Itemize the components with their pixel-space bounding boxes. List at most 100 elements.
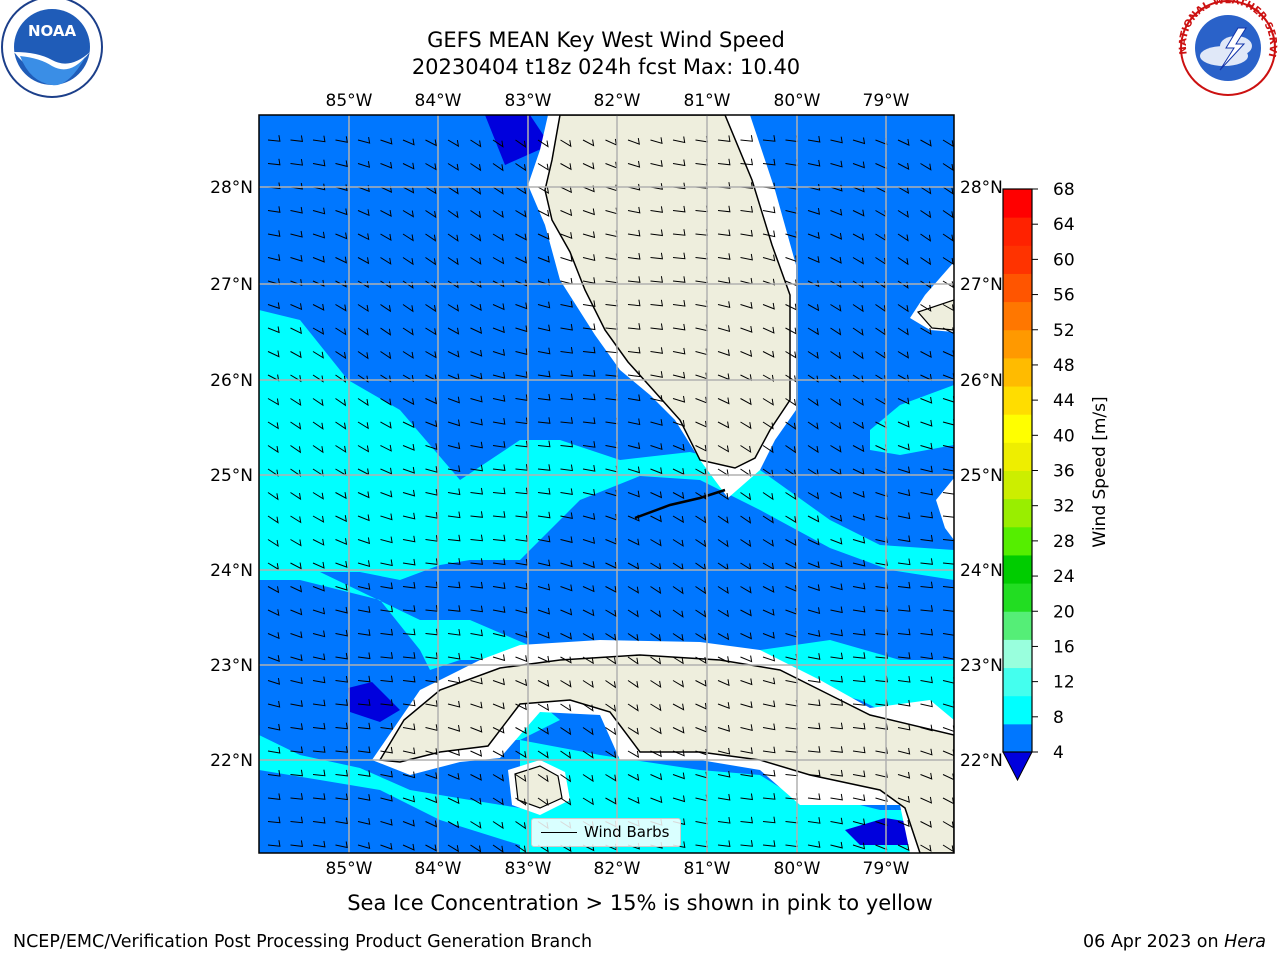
wind-barb (897, 844, 910, 852)
wind-barb (852, 818, 866, 826)
wind-barb (312, 793, 326, 800)
wind-barb (357, 652, 371, 660)
wind-barb (290, 374, 302, 383)
wind-barb (582, 441, 596, 448)
wind-barb (897, 257, 909, 266)
wind-barb (920, 652, 934, 660)
wind-barb (447, 558, 461, 565)
wind-barb (290, 279, 303, 286)
wind-barb (920, 442, 933, 450)
wind-barb (852, 605, 866, 613)
wind-barb (807, 607, 821, 614)
lat-label-right: 28°N (960, 178, 1003, 198)
wind-barb (447, 139, 460, 148)
wind-barb (515, 348, 528, 356)
wind-barb (650, 229, 664, 237)
wind-barb (380, 794, 393, 802)
wind-barb (650, 347, 664, 354)
wind-barb (717, 229, 731, 237)
wind-barb (582, 656, 594, 665)
wind-barb (357, 770, 371, 777)
colorbar-segment (1003, 414, 1032, 443)
wind-barb (380, 559, 393, 567)
wind-barb (852, 445, 865, 453)
wind-barb (672, 586, 684, 595)
wind-barb (492, 395, 506, 402)
wind-barb (920, 511, 934, 519)
wind-barb (627, 418, 641, 426)
wind-barb (650, 796, 663, 804)
chart-title: GEFS MEAN Key West Wind Speed (427, 28, 785, 52)
wind-barb (537, 186, 550, 194)
wind-barb (897, 723, 911, 731)
wind-barb (402, 819, 415, 827)
wind-barb (672, 300, 686, 307)
wind-barb (335, 793, 349, 801)
wind-barb (335, 583, 348, 591)
colorbar-tick-label: 60 (1053, 250, 1075, 270)
wind-barb (357, 629, 371, 636)
wind-barb (492, 774, 504, 782)
wind-barb (492, 582, 506, 590)
wind-barb (312, 421, 324, 430)
wind-barb (650, 727, 662, 735)
wind-barb (290, 159, 304, 166)
svg-text:NATIONAL WEATHER SERVICE: NATIONAL WEATHER SERVICE (0, 0, 1278, 58)
wind-barb (830, 560, 843, 568)
wind-barb (357, 514, 370, 522)
wind-barb (897, 304, 909, 313)
wind-barb (425, 139, 437, 147)
colorbar-tick-label: 40 (1053, 426, 1075, 446)
wind-barb (605, 680, 617, 689)
wind-barb (560, 774, 572, 783)
wind-barb (762, 302, 775, 310)
colorbar-tick-label: 64 (1053, 215, 1075, 235)
wind-barb (807, 208, 821, 215)
wind-barb (357, 374, 369, 383)
wind-barb (717, 770, 731, 778)
wind-barb (515, 631, 528, 638)
lon-label-top: 83°W (505, 91, 552, 111)
wind-barb (290, 468, 302, 477)
colorbar-segment (1003, 329, 1032, 359)
wind-barb (762, 158, 776, 166)
wind-barb (515, 186, 527, 195)
wind-barb (807, 159, 821, 167)
wind-barb (537, 370, 551, 378)
wind-barb (447, 210, 459, 219)
wind-barb (335, 538, 348, 546)
wind-barb (582, 370, 596, 377)
wind-barb (312, 538, 325, 546)
wind-barb (920, 605, 934, 612)
wind-barb (605, 774, 617, 782)
wind-barb (537, 232, 550, 240)
wind-barb (312, 746, 326, 753)
wind-barb (425, 327, 437, 336)
wind-barb (650, 633, 662, 642)
colorbar-tick-label: 68 (1053, 180, 1075, 200)
wind-barb (717, 158, 731, 166)
wind-barb (627, 562, 640, 570)
wind-barb (807, 584, 820, 592)
wind-barb (740, 609, 752, 617)
wind-barb (942, 488, 954, 495)
wind-barb (605, 609, 617, 618)
wind-barb (380, 723, 394, 730)
wind-barb (515, 139, 527, 148)
wind-barb (492, 303, 505, 311)
wind-barb (425, 772, 438, 780)
wind-barb (492, 844, 504, 853)
wind-barb (380, 467, 393, 475)
lat-label-left: 27°N (210, 275, 253, 295)
colorbar-tick-label: 20 (1053, 602, 1075, 622)
wind-barb (762, 135, 776, 142)
lat-label-right: 25°N (960, 466, 1003, 486)
colorbar-tick-label: 52 (1053, 321, 1075, 341)
wind-barb (852, 137, 866, 145)
wind-barb (425, 186, 437, 195)
wind-barb (717, 349, 730, 357)
wind-barb (447, 534, 461, 542)
wind-barb (560, 488, 573, 496)
wind-barb (672, 609, 684, 618)
wind-barb (312, 676, 326, 684)
